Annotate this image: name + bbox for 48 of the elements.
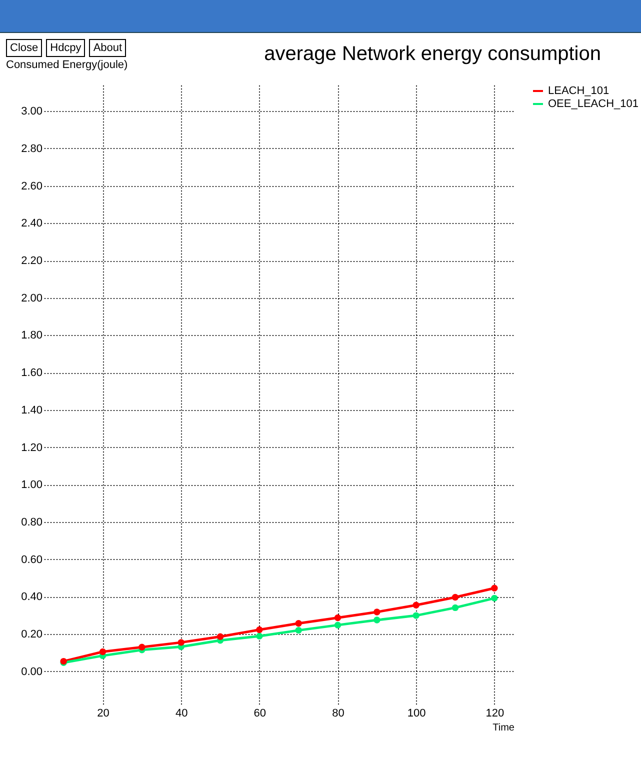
y-tick-label: 2.60 <box>21 180 42 192</box>
x-tick-label: 20 <box>97 708 110 720</box>
y-tick-label: 0.80 <box>21 516 42 528</box>
point <box>452 594 459 601</box>
x-axis-title: Time <box>492 722 515 734</box>
point <box>256 626 263 634</box>
legend-label: LEACH_101 <box>548 85 610 97</box>
x-tick-label: 120 <box>486 708 504 720</box>
y-tick-label: 0.00 <box>21 666 42 678</box>
chart-title: average Network energy consumption <box>264 43 601 66</box>
text: Close <box>6 39 42 57</box>
text: Hdcpy <box>46 39 86 57</box>
y-tick-label: 1.20 <box>21 442 42 454</box>
x-tick-label: 80 <box>332 708 344 720</box>
y-tick-label: 2.20 <box>21 255 42 268</box>
point <box>374 616 380 624</box>
y-tick-label: 0.20 <box>21 628 42 641</box>
y-tick-label: 1.60 <box>21 367 42 380</box>
point <box>491 594 498 602</box>
y-tick-label: 3.00 <box>21 106 42 118</box>
y-tick-label: 1.00 <box>21 479 42 492</box>
y-axis-title: Consumed Energy(joule) <box>6 59 128 71</box>
text: About <box>89 39 126 57</box>
point <box>295 626 302 634</box>
y-tick-label: 2.40 <box>21 218 42 230</box>
y-tick-label: 2.00 <box>21 292 42 304</box>
point <box>452 604 459 612</box>
point <box>412 612 420 619</box>
y-tick-label: 1.40 <box>21 404 42 416</box>
point <box>491 584 498 592</box>
y-tick-label: 2.80 <box>21 142 42 155</box>
point <box>99 648 106 656</box>
y-tick-label: 0.40 <box>21 591 42 604</box>
point <box>216 633 224 640</box>
y-tick-label: 0.60 <box>21 554 42 566</box>
point <box>334 622 342 628</box>
x-tick-label: 40 <box>175 708 188 720</box>
point <box>256 632 263 640</box>
point <box>412 602 420 608</box>
legend-label: OEE_LEACH_101 <box>548 98 638 110</box>
x-tick-label: 60 <box>254 708 266 720</box>
point <box>178 639 184 646</box>
point <box>295 620 302 627</box>
point <box>334 614 342 622</box>
y-tick-label: 1.80 <box>21 330 42 342</box>
point <box>374 608 380 616</box>
point <box>138 644 146 650</box>
x-tick-label: 100 <box>407 708 426 720</box>
